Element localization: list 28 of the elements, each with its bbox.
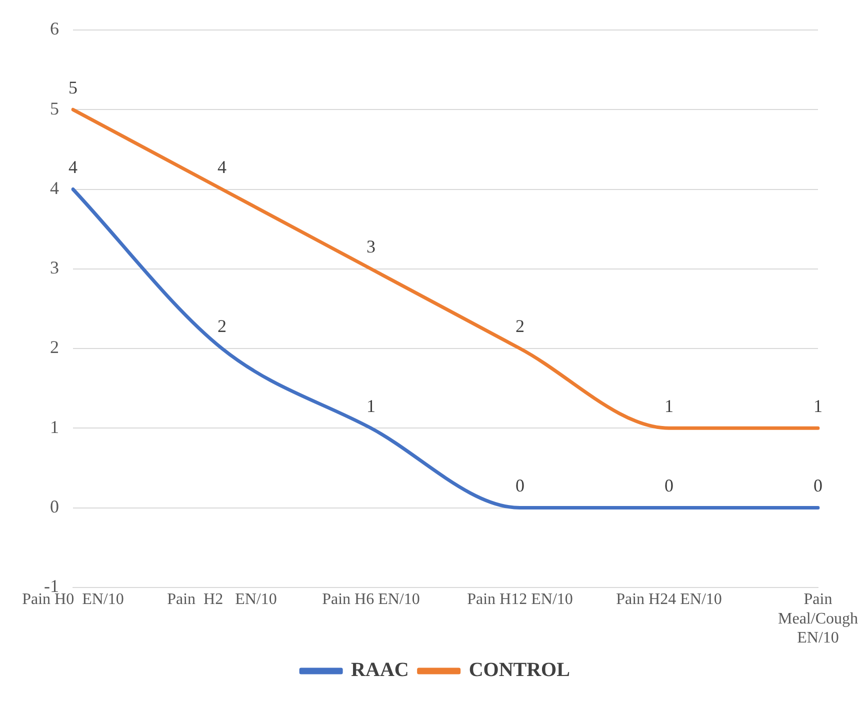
x-tick-label: Pain H12 EN/10 (467, 591, 573, 608)
data-label: 1 (814, 396, 823, 416)
y-tick-label: 3 (50, 258, 59, 278)
y-tick-label: 2 (50, 337, 59, 358)
data-label: 1 (366, 396, 376, 416)
data-label: 2 (217, 316, 226, 336)
data-label: 0 (664, 476, 674, 496)
data-label: 0 (516, 476, 524, 496)
y-tick-label: 6 (50, 18, 59, 39)
x-tick-label: Pain H0 EN/10 (22, 591, 124, 608)
y-tick-label: 0 (50, 496, 59, 517)
x-tick-label: Pain H24 EN/10 (616, 591, 722, 608)
data-label: 2 (516, 316, 524, 336)
x-tick-label: Pain Meal/Cough EN/10 (778, 591, 858, 647)
data-label: 5 (68, 77, 78, 98)
data-label: 1 (664, 396, 674, 416)
line-series (71, 188, 820, 510)
y-tick-label: 5 (50, 98, 59, 118)
y-tick-label: 1 (50, 416, 59, 437)
data-label: 0 (814, 476, 823, 496)
legend-label: RAAC (351, 659, 409, 682)
data-label: 4 (217, 156, 226, 177)
data-label: 3 (366, 236, 376, 257)
legend-label: CONTROL (468, 659, 570, 682)
data-label: 4 (68, 156, 78, 177)
x-tick-label: Pain H6 EN/10 (322, 591, 420, 608)
x-tick-label: Pain H2 EN/10 (167, 591, 277, 608)
y-tick-label: 4 (50, 178, 59, 198)
